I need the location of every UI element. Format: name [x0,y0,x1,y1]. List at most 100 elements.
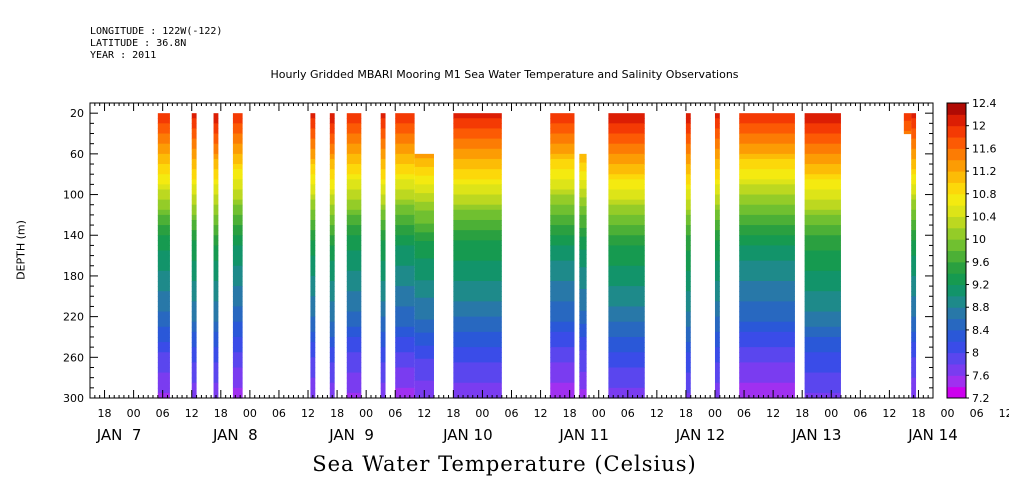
data-cell [191,153,197,160]
data-cell [232,382,243,389]
data-cell [579,310,587,316]
data-cell [608,133,645,140]
data-cell [346,392,362,399]
data-cell [804,372,841,379]
data-cell [550,133,575,140]
data-cell [739,301,795,308]
data-cell [310,174,316,180]
data-cell [685,240,691,247]
data-cell [346,382,362,389]
data-cell [685,235,691,241]
data-cell [579,384,587,390]
data-blocks-group [157,113,917,399]
data-cell [714,265,720,272]
data-cell [453,148,502,155]
data-cell [414,284,434,290]
colorbar-swatch [947,363,966,376]
data-cell [911,275,917,282]
data-cell [739,158,795,165]
colorbar-swatch [947,103,966,115]
data-cell [911,225,917,231]
data-cell [157,270,170,277]
data-cell [414,241,434,247]
data-cell [550,260,575,267]
data-cell [685,311,691,318]
data-cell [739,347,795,353]
data-cell [329,250,335,257]
data-cell [191,235,197,241]
data-cell [550,138,575,145]
data-cell [579,275,587,281]
data-cell [739,148,795,155]
data-cell [346,209,362,216]
data-cell [739,133,795,140]
data-cell [453,240,502,247]
data-cell [213,138,219,145]
data-cell [414,180,434,185]
data-cell [453,377,502,384]
data-cell [157,377,170,384]
data-cell [329,138,335,145]
data-cell [310,128,316,135]
data-cell [714,281,720,287]
data-cell [232,204,243,211]
data-cell [911,382,917,389]
data-cell [739,219,795,226]
data-cell [191,336,197,343]
data-cell [414,214,434,220]
data-cell [608,118,645,124]
data-cell [550,275,575,282]
data-cell [395,179,415,185]
data-cell [395,230,415,236]
data-cell [395,169,415,175]
data-cell [453,189,502,196]
data-cell [414,249,434,255]
data-cell [739,189,795,196]
data-cell [685,148,691,155]
colorbar-tick-label: 11.2 [972,165,997,178]
data-cell [213,321,219,328]
data-cell [453,118,502,124]
x-hour-label: 06 [272,407,286,420]
data-cell [608,387,645,394]
data-cell [608,291,645,297]
data-cell [739,265,795,272]
data-cell [608,275,645,282]
x-hour-label: 18 [795,407,809,420]
data-cell [191,275,197,282]
data-cell [329,291,335,297]
data-cell [579,249,587,255]
data-cell [579,293,587,299]
data-cell [395,235,415,241]
data-cell [213,347,219,353]
data-cell [608,367,645,374]
data-cell [157,128,170,135]
data-cell [329,230,335,236]
colorbar-swatch [947,386,966,399]
data-cell [804,286,841,292]
data-cell [550,331,575,338]
data-cell [310,179,316,185]
colorbar-tick-label: 9.6 [972,256,990,269]
data-cell [804,204,841,211]
data-cell [191,225,197,231]
data-cell [685,209,691,216]
data-cell [157,265,170,272]
data-cell [346,138,362,145]
data-cell [804,209,841,216]
data-cell [346,133,362,140]
data-cell [804,214,841,221]
data-cell [608,179,645,185]
data-cell [579,289,587,294]
data-cell [191,179,197,185]
y-tick-label: 260 [63,351,84,364]
data-cell [804,158,841,165]
data-cell [380,331,386,338]
data-cell [739,270,795,277]
x-hour-label: 18 [214,407,228,420]
data-cell [739,174,795,180]
data-cell [346,245,362,252]
data-cell [191,148,197,155]
data-cell [157,291,170,297]
